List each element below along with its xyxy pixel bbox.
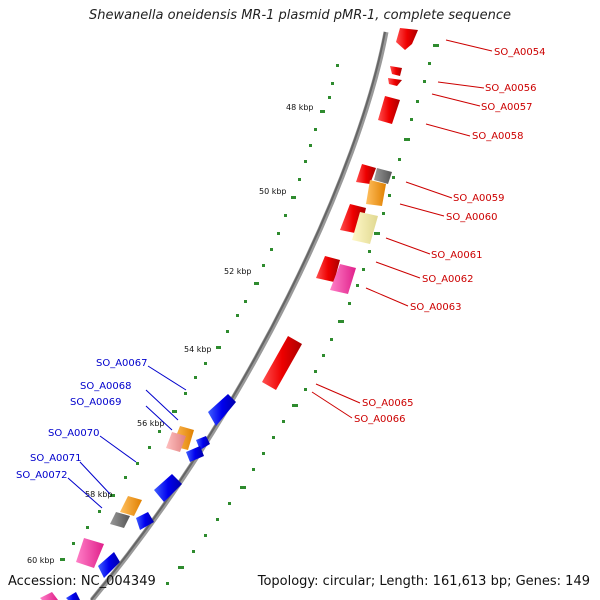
gene-label[interactable]: SO_A0066 [354,414,406,425]
gene-label[interactable]: SO_A0061 [431,250,483,261]
gene-label[interactable]: SO_A0065 [362,398,414,409]
gene-feature-so-a0056b[interactable] [388,78,402,86]
right-gene-labels: SO_A0054 SO_A0056 SO_A0057 SO_A0058 SO_A… [354,47,546,425]
forward-features [262,28,418,390]
plasmid-backbone-highlight [90,31,386,600]
gene-label[interactable]: SO_A0058 [472,131,524,142]
topology-summary: Topology: circular; Length: 161,613 bp; … [257,574,590,589]
gene-label[interactable]: SO_A0062 [422,274,474,285]
kbp-scale: 48 kbp 50 kbp 52 kbp 54 kbp 56 kbp 58 kb… [27,103,314,565]
map-title: Shewanella oneidensis MR-1 plasmid pMR-1… [88,8,512,23]
kbp-label: 58 kbp [85,490,113,499]
gene-feature-so-a0059b[interactable] [366,180,386,206]
gene-feature-so-a0070[interactable] [154,474,182,502]
gene-label[interactable]: SO_A0060 [446,212,498,223]
gene-label[interactable]: SO_A0057 [481,102,533,113]
reverse-features [40,394,236,600]
left-gene-labels: SO_A0067 SO_A0068 SO_A0069 SO_A0070 SO_A… [16,358,148,481]
gene-feature-so-a0059[interactable] [374,168,392,184]
gene-feature-so-a0058[interactable] [356,164,376,184]
gene-label[interactable]: SO_A0070 [48,428,100,439]
gene-feature-so-a0061[interactable] [352,212,378,244]
right-leaders [311,39,493,419]
gene-label[interactable]: SO_A0068 [80,381,132,392]
gene-feature-so-a0074[interactable] [98,552,120,578]
gene-feature-so-a0071[interactable] [120,496,142,516]
gene-feature-so-a0072[interactable] [110,512,130,528]
gene-feature-so-a0057[interactable] [378,96,400,124]
gene-feature-so-a0072b[interactable] [136,512,154,530]
gene-feature-so-a0075[interactable] [40,592,58,600]
gene-label[interactable]: SO_A0063 [410,302,462,313]
gene-label[interactable]: SO_A0071 [30,453,82,464]
gene-label[interactable]: SO_A0067 [96,358,148,369]
left-leaders [67,365,187,509]
kbp-label: 60 kbp [27,556,55,565]
gene-label[interactable]: SO_A0069 [70,397,122,408]
gene-feature-so-a0067[interactable] [208,394,236,426]
gene-feature-so-a0063[interactable] [330,264,356,294]
gene-label[interactable]: SO_A0059 [453,193,505,204]
gene-feature-so-a0054[interactable] [396,28,418,50]
kbp-label: 50 kbp [259,187,287,196]
gene-feature-so-a0056[interactable] [390,66,402,76]
gene-feature-so-a0069b[interactable] [186,446,204,462]
kbp-label: 56 kbp [137,419,165,428]
outer-tick-track [166,44,439,585]
kbp-label: 48 kbp [286,103,314,112]
gene-feature-so-a0073[interactable] [76,538,104,568]
gene-feature-so-a0068b[interactable] [166,432,186,452]
gene-feature-so-a0065[interactable] [262,336,302,390]
gene-feature-so-a0076[interactable] [66,592,80,600]
gene-label[interactable]: SO_A0056 [485,83,537,94]
accession-text: Accession: NC_004349 [8,574,156,589]
gene-label[interactable]: SO_A0072 [16,470,68,481]
gene-feature-so-a0062[interactable] [316,256,340,282]
kbp-label: 52 kbp [224,267,252,276]
gene-label[interactable]: SO_A0054 [494,47,546,58]
inner-tick-track [60,64,339,561]
kbp-label: 54 kbp [184,345,212,354]
